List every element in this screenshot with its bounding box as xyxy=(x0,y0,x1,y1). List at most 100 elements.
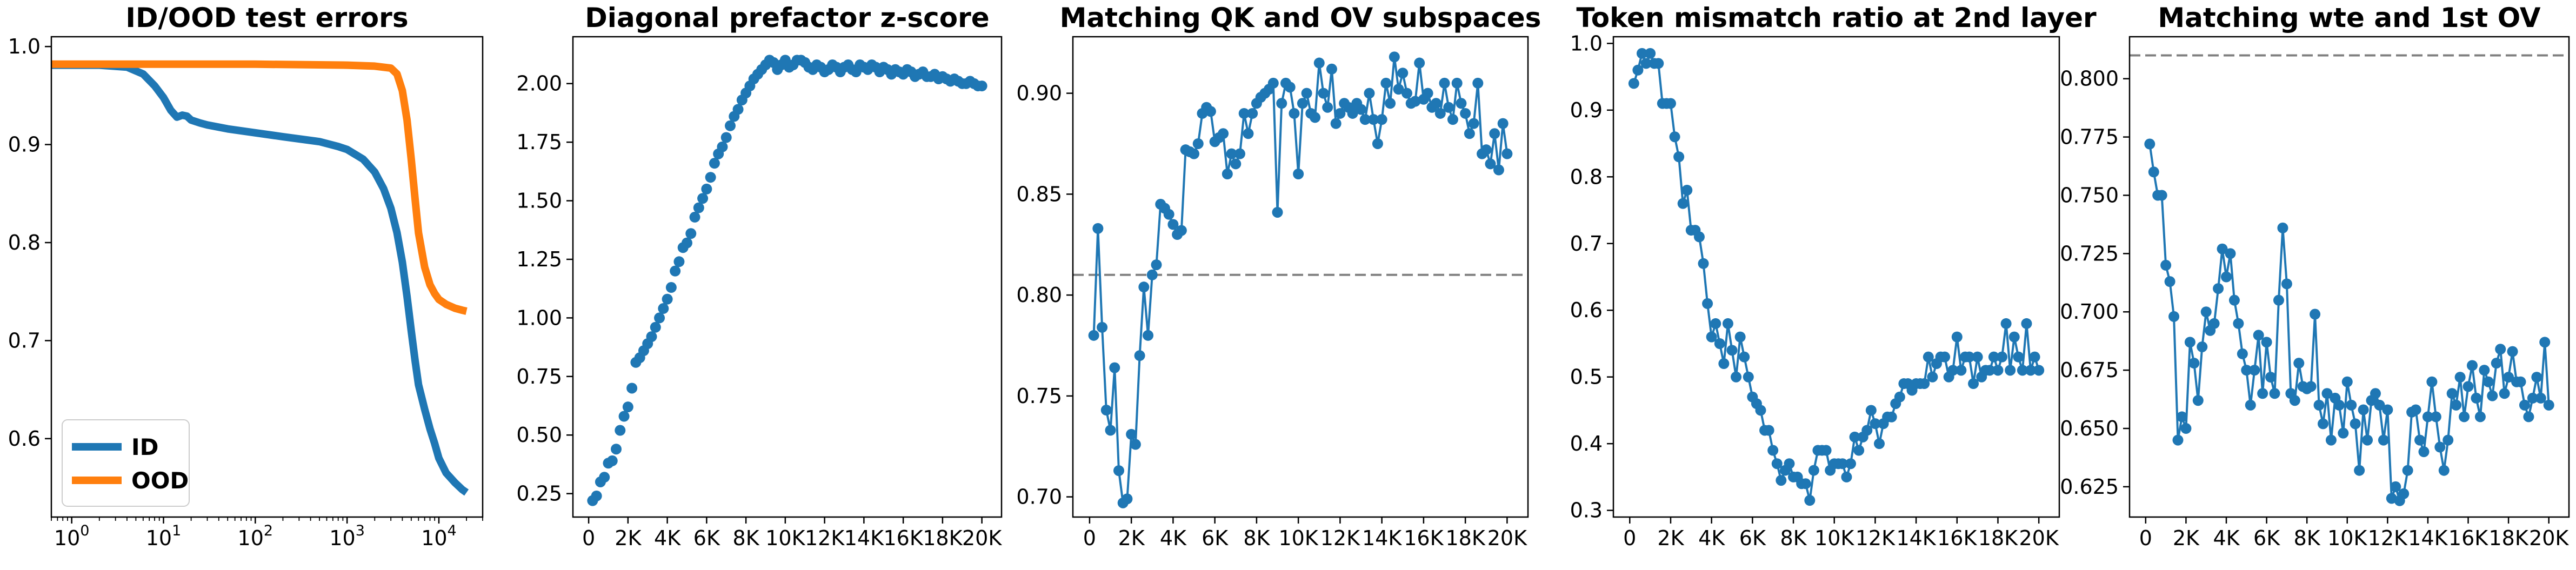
data-point xyxy=(1669,131,1680,143)
data-point xyxy=(1318,88,1329,99)
x-tick-label: 16K xyxy=(1404,526,1444,550)
data-point xyxy=(2370,388,2381,399)
data-point xyxy=(1640,58,1652,69)
data-point xyxy=(1784,458,1795,470)
data-point xyxy=(2471,392,2482,404)
data-point xyxy=(2454,372,2466,383)
data-point xyxy=(650,321,661,333)
x-tick-label: 10K xyxy=(765,526,805,550)
data-point xyxy=(1326,63,1337,75)
plot-frame xyxy=(1612,36,2060,518)
data-point xyxy=(732,104,744,115)
data-point xyxy=(2313,399,2325,411)
data-point xyxy=(2418,446,2430,458)
x-tick-label: 18K xyxy=(1445,526,1485,550)
data-point xyxy=(2277,222,2288,233)
data-point xyxy=(1267,77,1279,89)
data-point xyxy=(1767,445,1779,456)
data-point xyxy=(1693,231,1705,243)
data-point xyxy=(2430,411,2441,423)
data-point xyxy=(1853,445,1865,456)
data-point xyxy=(2410,404,2421,415)
data-point xyxy=(1763,425,1774,436)
data-point xyxy=(2462,381,2474,392)
data-point xyxy=(1919,378,1930,390)
data-point xyxy=(2241,365,2252,376)
x-tick-label: 0 xyxy=(2139,526,2152,550)
x-tick-label: 10K xyxy=(1278,526,1318,550)
x-tick-label: 2K xyxy=(2173,526,2200,550)
plot-frame xyxy=(1072,36,1529,518)
x-tick-label: 6K xyxy=(1202,526,1229,550)
data-point xyxy=(626,383,638,394)
data-point xyxy=(1886,411,1897,423)
x-tick-label: 102 xyxy=(238,522,273,550)
x-tick-label: 101 xyxy=(146,522,182,550)
data-point xyxy=(976,81,987,92)
x-tick-exponent: 2 xyxy=(264,522,273,539)
data-point xyxy=(1776,475,1787,486)
data-point xyxy=(2527,392,2538,404)
y-tick-label: 0.800 xyxy=(2060,67,2119,91)
data-point xyxy=(2160,259,2172,271)
data-point xyxy=(1100,405,1112,416)
data-point xyxy=(2523,411,2534,423)
plot-frame xyxy=(50,36,484,518)
data-point xyxy=(1485,158,1496,170)
legend-label: OOD xyxy=(131,467,189,494)
data-point xyxy=(1997,351,2008,363)
data-point xyxy=(1422,88,1433,99)
data-point xyxy=(1718,358,1730,370)
data-point xyxy=(1389,51,1400,63)
x-tick-label: 14K xyxy=(844,526,884,550)
chart-token-mismatch: Token mismatch ratio at 2nd layer 0.3 0.4… xyxy=(1570,2,2097,550)
data-point xyxy=(1205,106,1216,117)
x-tick-label: 20K xyxy=(2019,526,2059,550)
data-point xyxy=(599,472,610,483)
y-tick-label: 0.750 xyxy=(2060,183,2119,207)
data-point xyxy=(1873,438,1885,450)
data-point xyxy=(2245,399,2256,411)
data-point xyxy=(2005,365,2016,376)
data-point xyxy=(1414,57,1425,69)
data-point xyxy=(1243,128,1254,139)
legend-box xyxy=(62,419,190,507)
data-point xyxy=(1865,405,1877,416)
data-point xyxy=(1443,102,1454,113)
x-tick-exponent: 4 xyxy=(448,522,457,539)
y-tick-label: 1.75 xyxy=(516,130,562,154)
x-tick-label: 12K xyxy=(1320,526,1360,550)
x-tick-label: 4K xyxy=(1698,526,1725,550)
y-tick-label: 0.90 xyxy=(1016,82,1062,105)
chart-qk-ov-subspaces: Matching QK and OV subspaces 0.70 0.75 0.8… xyxy=(1016,2,1541,550)
data-point xyxy=(2180,423,2192,434)
data-point xyxy=(2208,318,2220,329)
data-point xyxy=(1702,298,1713,309)
chart-title: ID/OOD test errors xyxy=(125,2,408,33)
data-point xyxy=(591,490,602,501)
data-point xyxy=(1841,471,1852,482)
x-tick-label: 16K xyxy=(1937,526,1977,550)
data-point xyxy=(720,132,732,143)
plot-area xyxy=(51,60,469,496)
data-point xyxy=(2519,399,2530,411)
data-point xyxy=(2346,399,2357,411)
chart-title: Matching QK and OV subspaces xyxy=(1060,2,1541,33)
data-point xyxy=(1226,148,1237,159)
data-point xyxy=(1143,330,1154,341)
data-point xyxy=(2382,404,2393,415)
data-point xyxy=(1628,78,1639,89)
data-point xyxy=(1731,371,1742,383)
data-point xyxy=(2144,138,2155,150)
data-point xyxy=(1359,114,1371,125)
data-point xyxy=(2491,358,2502,369)
data-point xyxy=(606,455,618,466)
data-point xyxy=(1234,148,1245,159)
x-tick-label: 20K xyxy=(962,526,1002,550)
data-point xyxy=(1472,77,1484,89)
y-tick-label: 0.85 xyxy=(1016,182,1062,206)
x-tick-label: 4K xyxy=(2213,526,2240,550)
data-point xyxy=(2156,190,2167,201)
data-point xyxy=(1739,351,1750,363)
